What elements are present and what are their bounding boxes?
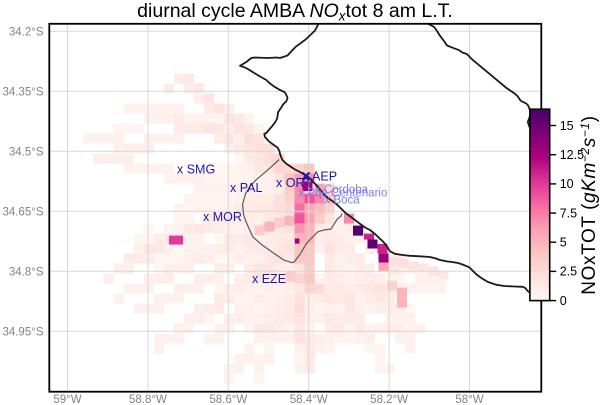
svg-text:x Cordoba: x Cordoba [315,184,369,196]
svg-text:x Boca: x Boca [325,195,361,207]
svg-text:x MOR: x MOR [203,210,242,224]
svg-text:12.5: 12.5 [560,148,584,162]
svg-text:34.8°S: 34.8°S [9,266,44,278]
svg-text:34.35°S: 34.35°S [2,86,43,98]
svg-text:34.65°S: 34.65°S [2,206,43,218]
svg-text:58.8°W: 58.8°W [129,394,167,405]
svg-text:58.4°W: 58.4°W [290,394,328,405]
svg-text:58.2°W: 58.2°W [370,394,408,405]
svg-text:34.95°S: 34.95°S [2,326,43,338]
svg-text:diurnal cycle AMBA NOxtot 8 am: diurnal cycle AMBA NOxtot 8 am L.T. [137,0,453,24]
svg-text:59°W: 59°W [53,394,81,405]
svg-text:10: 10 [560,177,574,191]
svg-text:15: 15 [560,119,574,133]
svg-text:0: 0 [560,294,567,308]
svg-text:x PAL: x PAL [230,181,262,195]
svg-text:5: 5 [560,236,567,250]
svg-text:NOxTOT (gKm−2s−1): NOxTOT (gKm−2s−1) [578,115,600,294]
svg-text:34.2°S: 34.2°S [9,26,44,38]
svg-text:2.5: 2.5 [560,265,577,279]
svg-text:58.6°W: 58.6°W [209,394,247,405]
svg-text:58°W: 58°W [455,394,483,405]
svg-text:x Pqe Centenario: x Pqe Centenario [299,188,388,200]
svg-text:x EZE: x EZE [252,272,286,286]
svg-text:x AEP: x AEP [303,170,337,184]
svg-text:7.5: 7.5 [560,206,577,220]
svg-text:x SMG: x SMG [177,163,215,177]
svg-text:34.5°S: 34.5°S [9,146,44,158]
